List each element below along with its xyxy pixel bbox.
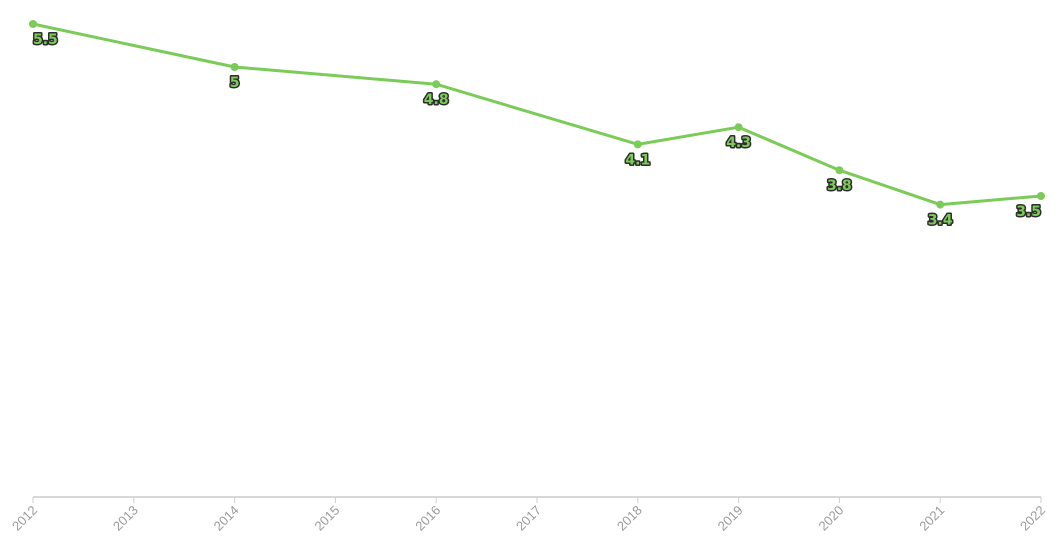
- data-point[interactable]: [1037, 192, 1045, 200]
- data-label: 5: [230, 75, 240, 91]
- x-tick-label: 2014: [211, 503, 242, 534]
- x-tick-label: 2021: [916, 503, 947, 534]
- series-line: [31, 22, 1043, 207]
- data-label: 4.8: [424, 92, 449, 108]
- data-label: 3.5: [1016, 204, 1041, 220]
- data-point[interactable]: [734, 123, 743, 132]
- data-labels: 5.5 5 4.8 4.1 4.3 3.8 3.4 3.5: [32, 31, 1043, 231]
- x-tick-label: 2015: [311, 503, 342, 534]
- data-label: 3.8: [827, 178, 852, 194]
- data-point[interactable]: [835, 166, 844, 175]
- x-tick-label: 2017: [513, 503, 544, 534]
- data-label: 4.3: [726, 135, 751, 151]
- x-tick-label: 2020: [815, 503, 846, 534]
- data-point[interactable]: [633, 140, 642, 149]
- data-label: 4.1: [625, 152, 650, 168]
- data-label: 5.5: [33, 32, 58, 48]
- x-tick-label: 2018: [614, 503, 645, 534]
- data-point[interactable]: [29, 20, 37, 28]
- x-tick-label: 2022: [1017, 503, 1048, 534]
- data-point[interactable]: [936, 200, 945, 209]
- x-tick-label: 2016: [412, 503, 443, 534]
- data-point[interactable]: [230, 63, 239, 71]
- data-label: 3.4: [928, 213, 953, 229]
- x-tick-label: 2012: [9, 503, 40, 534]
- x-tick-label: 2019: [715, 503, 746, 534]
- x-axis: 2012 2013 2014 2015 2016 2017 2018 2019 2020 2021…: [9, 496, 1048, 534]
- data-point[interactable]: [432, 80, 441, 89]
- series-layer: [29, 20, 1045, 209]
- x-tick-label: 2013: [110, 503, 141, 534]
